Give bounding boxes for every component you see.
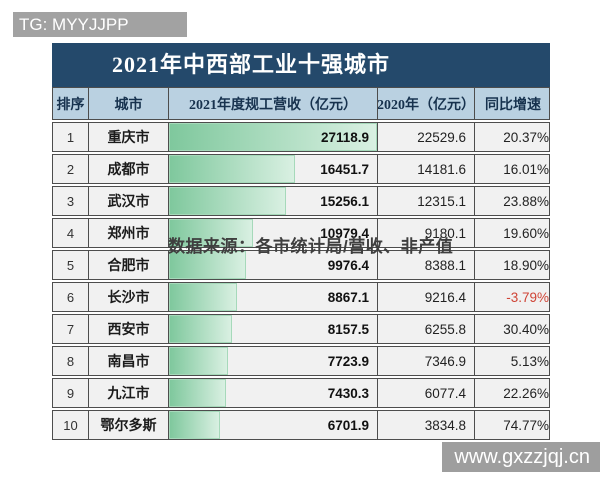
revenue-2021-cell: 15256.1 (169, 187, 378, 215)
revenue-2021-value: 10979.4 (320, 225, 369, 241)
revenue-2021-cell: 10979.4 (169, 219, 378, 247)
site-watermark: www.gxzzjqj.cn (442, 442, 600, 472)
revenue-2021-value: 6701.9 (327, 417, 369, 433)
rank-cell: 2 (53, 155, 89, 183)
revenue-2021-value: 7723.9 (327, 353, 369, 369)
growth-cell: 5.13% (510, 353, 549, 369)
city-cell: 长沙市 (89, 283, 169, 311)
revenue-2021-cell: 16451.7 (169, 155, 378, 183)
data-source-watermark: 数据来源：各市统计局/营收、非产值 (168, 237, 454, 256)
revenue-2020-cell: 22529.6 (378, 123, 475, 151)
revenue-2021-value: 16451.7 (320, 161, 369, 177)
revenue-2020-cell: 6077.4 (378, 379, 475, 407)
table-row: 4 郑州市 10979.4 9180.1 19.60% (52, 218, 550, 248)
revenue-2021-value: 8157.5 (327, 321, 369, 337)
growth-cell: 18.90% (503, 257, 549, 273)
rank-cell: 7 (53, 315, 89, 343)
growth-cell: 16.01% (503, 161, 549, 177)
table-row: 2 成都市 16451.7 14181.6 16.01% (52, 154, 550, 184)
table-row: 9 九江市 7430.3 6077.4 22.26% (52, 378, 550, 408)
revenue-2020-cell: 7346.9 (378, 347, 475, 375)
growth-cell: 23.88% (503, 193, 549, 209)
revenue-2020-cell: 6255.8 (378, 315, 475, 343)
header-cell-1: 城市 (89, 88, 169, 119)
revenue-2020-cell: 8388.1 (378, 251, 475, 279)
header-cell-0: 排序 (53, 88, 89, 119)
rank-cell: 4 (53, 219, 89, 247)
city-cell: 西安市 (89, 315, 169, 343)
rank-cell: 8 (53, 347, 89, 375)
growth-cell: 30.40% (503, 321, 549, 337)
header-row: 排序 城市 2021年度规工营收（亿元） 2020年（亿元） 同比增速 (52, 87, 550, 120)
revenue-2021-value: 15256.1 (320, 193, 369, 209)
table-row: 6 长沙市 8867.1 9216.4 -3.79% (52, 282, 550, 312)
revenue-2021-cell: 8157.5 (169, 315, 378, 343)
revenue-2020-cell: 12315.1 (378, 187, 475, 215)
revenue-2021-cell: 9976.4 (169, 251, 378, 279)
header-cell-2: 2021年度规工营收（亿元） (169, 88, 378, 119)
table-row: 1 重庆市 27118.9 22529.6 20.37% (52, 122, 550, 152)
revenue-2021-value: 7430.3 (327, 385, 369, 401)
table-row: 8 南昌市 7723.9 7346.9 5.13% (52, 346, 550, 376)
revenue-2021-value: 27118.9 (320, 129, 369, 145)
revenue-data-bar (169, 251, 246, 279)
revenue-2020-cell: 9180.1 (378, 219, 475, 247)
city-cell: 南昌市 (89, 347, 169, 375)
table-row: 7 西安市 8157.5 6255.8 30.40% (52, 314, 550, 344)
table-row: 10 鄂尔多斯 6701.9 3834.8 74.77% (52, 410, 550, 440)
growth-cell: 22.26% (503, 385, 549, 401)
rank-cell: 3 (53, 187, 89, 215)
revenue-2021-value: 9976.4 (327, 257, 369, 273)
top-left-watermark: TG: MYYJJPP (13, 12, 187, 37)
revenue-2021-cell: 27118.9 (169, 123, 378, 151)
city-cell: 鄂尔多斯 (89, 411, 169, 439)
revenue-data-bar (169, 283, 238, 311)
revenue-2021-value: 8867.1 (327, 289, 369, 305)
growth-cell: 19.60% (503, 225, 549, 241)
table-body: 1 重庆市 27118.9 22529.6 20.37% 2 成都市 16451.7 14181… (52, 122, 550, 440)
rank-cell: 10 (53, 411, 89, 439)
revenue-2020-cell: 9216.4 (378, 283, 475, 311)
revenue-data-bar (169, 123, 377, 151)
city-cell: 成都市 (89, 155, 169, 183)
city-cell: 郑州市 (89, 219, 169, 247)
revenue-data-bar (169, 315, 232, 343)
table-title: 2021年中西部工业十强城市 (52, 43, 550, 87)
revenue-2020-cell: 14181.6 (378, 155, 475, 183)
growth-cell: 74.77% (503, 417, 549, 433)
city-cell: 武汉市 (89, 187, 169, 215)
growth-cell: 20.37% (503, 129, 549, 145)
revenue-data-bar (169, 155, 296, 183)
header-cell-3: 2020年（亿元） (378, 88, 475, 119)
city-cell: 九江市 (89, 379, 169, 407)
revenue-data-bar (169, 187, 287, 215)
revenue-2021-cell: 7430.3 (169, 379, 378, 407)
header-cell-4: 同比增速 (485, 97, 541, 113)
revenue-2021-cell: 8867.1 (169, 283, 378, 311)
city-cell: 重庆市 (89, 123, 169, 151)
revenue-data-bar (169, 411, 221, 439)
rank-cell: 1 (53, 123, 89, 151)
revenue-2020-cell: 3834.8 (378, 411, 475, 439)
revenue-2021-cell: 6701.9 (169, 411, 378, 439)
revenue-2021-cell: 7723.9 (169, 347, 378, 375)
table-row: 5 合肥市 9976.4 8388.1 18.90% (52, 250, 550, 280)
revenue-data-bar (169, 379, 226, 407)
growth-cell: -3.79% (506, 289, 549, 305)
table-row: 3 武汉市 15256.1 12315.1 23.88% (52, 186, 550, 216)
revenue-data-bar (169, 219, 254, 247)
rank-cell: 5 (53, 251, 89, 279)
rank-cell: 9 (53, 379, 89, 407)
rank-cell: 6 (53, 283, 89, 311)
revenue-data-bar (169, 347, 229, 375)
ranking-table-panel: 2021年中西部工业十强城市 排序 城市 2021年度规工营收（亿元） 2020年（亿… (52, 43, 550, 440)
city-cell: 合肥市 (89, 251, 169, 279)
